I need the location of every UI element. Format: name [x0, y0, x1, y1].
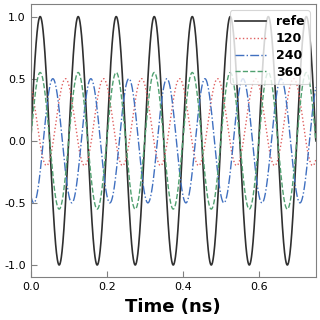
360 — [29, 139, 33, 143]
120 — [253, 77, 257, 81]
120 — [254, 77, 258, 81]
Line: refe: refe — [31, 17, 316, 265]
120 — [29, 83, 33, 86]
120 — [314, 158, 318, 162]
240 — [29, 193, 33, 196]
refe — [253, 204, 257, 207]
refe — [306, 19, 310, 22]
refe — [29, 139, 33, 143]
240 — [253, 167, 257, 171]
refe — [43, 55, 47, 59]
120 — [306, 151, 310, 155]
Line: 120: 120 — [31, 79, 316, 166]
120 — [306, 150, 310, 154]
360 — [168, 195, 172, 199]
360 — [306, 73, 310, 76]
360 — [76, 70, 80, 74]
240 — [168, 82, 172, 86]
360 — [43, 93, 47, 97]
360 — [133, 207, 137, 211]
240 — [306, 156, 310, 159]
360 — [253, 174, 257, 178]
refe — [160, 105, 164, 108]
360 — [160, 120, 164, 124]
240 — [43, 120, 47, 124]
refe — [168, 241, 172, 245]
120 — [43, 163, 47, 167]
Line: 240: 240 — [31, 79, 316, 203]
240 — [298, 201, 302, 205]
120 — [160, 163, 164, 166]
refe — [314, 139, 318, 143]
240 — [89, 77, 93, 81]
refe — [133, 263, 137, 267]
360 — [306, 72, 310, 76]
240 — [160, 97, 164, 101]
120 — [168, 124, 172, 128]
240 — [314, 85, 318, 89]
240 — [306, 157, 310, 161]
Legend: refe, 120, 240, 360: refe, 120, 240, 360 — [230, 11, 309, 84]
120 — [44, 164, 48, 168]
Line: 360: 360 — [31, 72, 316, 209]
refe — [76, 15, 80, 19]
refe — [306, 18, 310, 22]
360 — [314, 139, 318, 143]
X-axis label: Time (ns): Time (ns) — [125, 298, 221, 316]
